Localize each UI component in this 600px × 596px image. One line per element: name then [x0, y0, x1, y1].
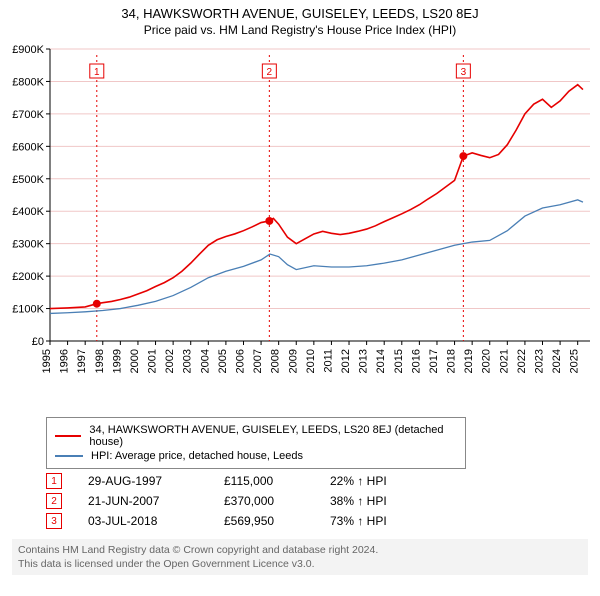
svg-text:2020: 2020: [481, 349, 493, 373]
footer-line2: This data is licensed under the Open Gov…: [18, 557, 582, 571]
svg-text:2024: 2024: [551, 349, 563, 373]
transaction-price: £370,000: [224, 494, 304, 508]
svg-text:2017: 2017: [428, 349, 440, 373]
price-chart: £0 £100K £200K £300K £400K £500K £600K £700K £80…: [0, 41, 600, 411]
svg-text:2000: 2000: [129, 349, 141, 373]
svg-text:2008: 2008: [270, 349, 282, 373]
footer-line1: Contains HM Land Registry data © Crown c…: [18, 543, 582, 557]
transaction-row: 2 21-JUN-2007 £370,000 38% ↑ HPI: [46, 493, 588, 509]
svg-text:2015: 2015: [393, 349, 405, 373]
svg-text:£500K: £500K: [12, 174, 44, 186]
svg-text:2009: 2009: [287, 349, 299, 373]
transaction-date: 03-JUL-2018: [88, 514, 198, 528]
svg-text:3: 3: [461, 67, 467, 78]
transaction-table: 1 29-AUG-1997 £115,000 22% ↑ HPI 2 21-JUN-200…: [46, 473, 588, 529]
svg-text:£400K: £400K: [12, 206, 44, 218]
legend-box: 34, HAWKSWORTH AVENUE, GUISELEY, LEEDS, …: [46, 417, 466, 469]
svg-text:2006: 2006: [234, 349, 246, 373]
svg-text:1997: 1997: [76, 349, 88, 373]
footer-licence: Contains HM Land Registry data © Crown c…: [12, 539, 588, 575]
svg-text:2022: 2022: [516, 349, 528, 373]
transaction-row: 3 03-JUL-2018 £569,950 73% ↑ HPI: [46, 513, 588, 529]
svg-text:2021: 2021: [498, 349, 510, 373]
svg-text:2012: 2012: [340, 349, 352, 373]
svg-text:2007: 2007: [252, 349, 264, 373]
svg-text:2010: 2010: [305, 349, 317, 373]
svg-text:1995: 1995: [41, 349, 53, 373]
page-title: 34, HAWKSWORTH AVENUE, GUISELEY, LEEDS, …: [0, 6, 600, 21]
legend-swatch: [55, 435, 81, 437]
transaction-diff: 22% ↑ HPI: [330, 474, 387, 488]
svg-text:£100K: £100K: [12, 304, 44, 316]
svg-text:2011: 2011: [322, 349, 334, 373]
svg-text:2025: 2025: [569, 349, 581, 373]
page-subtitle: Price paid vs. HM Land Registry's House …: [0, 23, 600, 37]
svg-text:2014: 2014: [375, 349, 387, 373]
svg-text:2013: 2013: [358, 349, 370, 373]
transaction-diff: 73% ↑ HPI: [330, 514, 387, 528]
svg-text:£800K: £800K: [12, 76, 44, 88]
legend-row: 34, HAWKSWORTH AVENUE, GUISELEY, LEEDS, …: [55, 424, 457, 448]
chart-area: £0 £100K £200K £300K £400K £500K £600K £700K £80…: [0, 41, 600, 411]
svg-text:1998: 1998: [94, 349, 106, 373]
svg-text:1: 1: [94, 67, 100, 78]
transaction-diff: 38% ↑ HPI: [330, 494, 387, 508]
svg-text:£300K: £300K: [12, 239, 44, 251]
transaction-row: 1 29-AUG-1997 £115,000 22% ↑ HPI: [46, 473, 588, 489]
transaction-marker: 2: [46, 493, 62, 509]
legend-swatch: [55, 455, 83, 457]
svg-text:£200K: £200K: [12, 271, 44, 283]
svg-text:2002: 2002: [164, 349, 176, 373]
transaction-marker: 1: [46, 473, 62, 489]
legend-row: HPI: Average price, detached house, Leed…: [55, 450, 457, 462]
svg-text:£900K: £900K: [12, 44, 44, 56]
svg-text:2016: 2016: [410, 349, 422, 373]
svg-text:2004: 2004: [199, 349, 211, 373]
svg-text:2019: 2019: [463, 349, 475, 373]
svg-text:£0: £0: [32, 336, 44, 348]
legend-label: HPI: Average price, detached house, Leed…: [91, 450, 303, 462]
svg-text:1996: 1996: [59, 349, 71, 373]
svg-text:2023: 2023: [534, 349, 546, 373]
svg-text:2003: 2003: [182, 349, 194, 373]
svg-text:2018: 2018: [446, 349, 458, 373]
legend-label: 34, HAWKSWORTH AVENUE, GUISELEY, LEEDS, …: [89, 424, 457, 448]
transaction-price: £115,000: [224, 474, 304, 488]
transaction-date: 29-AUG-1997: [88, 474, 198, 488]
svg-text:2005: 2005: [217, 349, 229, 373]
svg-text:2001: 2001: [147, 349, 159, 373]
svg-text:1999: 1999: [111, 349, 123, 373]
transaction-marker: 3: [46, 513, 62, 529]
svg-text:2: 2: [267, 67, 273, 78]
svg-text:£700K: £700K: [12, 109, 44, 121]
transaction-price: £569,950: [224, 514, 304, 528]
svg-text:£600K: £600K: [12, 141, 44, 153]
transaction-date: 21-JUN-2007: [88, 494, 198, 508]
